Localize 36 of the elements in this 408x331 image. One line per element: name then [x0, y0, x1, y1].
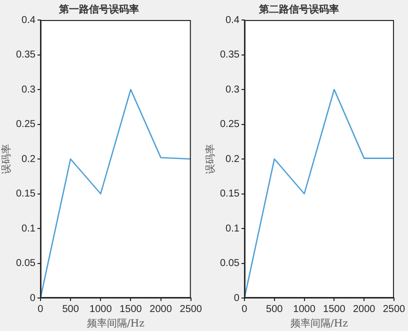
y-tick-label: 0.05 — [16, 258, 36, 269]
y-tick-label: 0.15 — [220, 188, 240, 200]
x-tick-label: 0 — [38, 304, 44, 315]
x-tick-label: 1000 — [293, 304, 316, 315]
x-tick-label: 2000 — [352, 304, 376, 315]
x-tick-label: 2500 — [180, 304, 202, 315]
x-tick-label: 2500 — [382, 304, 406, 315]
x-tick-label: 1500 — [120, 304, 142, 315]
chart-title: 第一路信号误码率 — [58, 4, 139, 16]
y-tick-label: 0 — [234, 292, 240, 304]
y-tick-label: 0.25 — [220, 119, 240, 130]
y-tick-label: 0.3 — [22, 84, 36, 96]
x-tick-label: 1500 — [323, 304, 346, 315]
y-tick-label: 0.4 — [22, 14, 36, 26]
y-tick-label: 0.2 — [226, 154, 240, 165]
y-tick-label: 0.05 — [220, 258, 240, 269]
y-tick-label: 0 — [30, 292, 36, 304]
y-tick-label: 0.35 — [220, 50, 240, 60]
chart-title: 第二路信号误码率 — [258, 4, 339, 16]
x-tick-label: 0 — [242, 304, 248, 315]
x-tick-label: 500 — [266, 304, 284, 315]
x-tick-label: 2000 — [150, 304, 172, 315]
y-tick-label: 0.2 — [22, 154, 36, 165]
y-axis-title: 误码率 — [0, 144, 13, 174]
x-tick-label: 1000 — [90, 304, 112, 315]
y-axis-title: 误码率 — [204, 144, 217, 174]
y-tick-label: 0.4 — [226, 14, 240, 26]
x-tick-label: 500 — [62, 304, 80, 315]
y-tick-label: 0.25 — [16, 119, 36, 130]
y-tick-label: 0.15 — [16, 188, 36, 200]
y-tick-label: 0.1 — [226, 223, 240, 234]
y-tick-label: 0.35 — [16, 50, 36, 60]
y-tick-label: 0.3 — [226, 84, 240, 96]
x-axis-title: 频率间隔/Hz — [290, 318, 348, 330]
x-axis-title: 频率间隔/Hz — [86, 318, 144, 330]
y-tick-label: 0.1 — [22, 223, 36, 234]
